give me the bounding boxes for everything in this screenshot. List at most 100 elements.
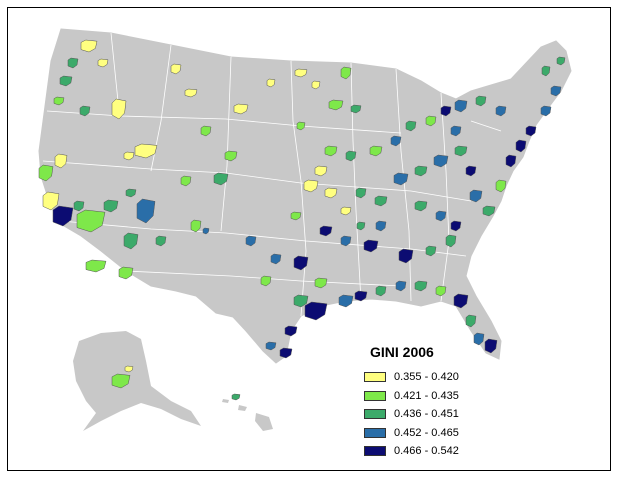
metro-area [180,175,192,187]
metro-area [395,280,407,292]
metro-area [454,145,468,157]
state-borders [42,32,502,317]
metro-area [73,200,85,212]
metro-area [59,75,73,87]
metro-area [38,164,54,182]
legend-title: GINI 2006 [370,344,434,360]
metro-area [134,143,158,159]
metro-area [260,275,272,287]
metro-area [465,314,477,328]
metro-area [79,105,91,117]
metro-area [103,199,119,213]
metro-area [266,78,276,88]
metro-area [350,104,362,114]
metro-area [328,99,344,111]
metro-area [190,219,202,233]
map-legend: GINI 2006 0.355 - 0.420 0.421 - 0.435 0.… [364,344,514,463]
metro-area [390,135,402,147]
legend-label: 0.452 - 0.465 [394,426,459,439]
metro-area [433,154,449,168]
alaska-landmass [73,331,201,431]
metro-area [324,187,338,199]
metro-area [425,245,437,257]
metro-area [54,153,68,169]
metro-area [450,220,462,232]
metro-area [290,211,302,221]
metro-area [233,103,249,115]
metro-area [123,232,139,250]
legend-swatch [364,390,386,401]
metro-area [505,154,517,168]
metro-area [304,301,328,321]
metro-area [354,290,368,302]
metro-area [550,85,562,97]
metro-area [200,125,212,137]
legend-swatch [364,446,386,456]
metro-area [393,172,409,186]
metro-area [85,259,107,273]
metro-area [515,139,527,153]
legend-swatch [364,427,386,438]
metro-area [556,56,566,66]
metro-area [67,57,79,69]
metro-area [123,151,135,161]
metro-area [369,145,383,157]
metro-area [469,189,483,203]
metro-area [345,150,357,162]
map-frame: GINI 2006 0.355 - 0.420 0.421 - 0.435 0.… [7,7,611,471]
metro-area [340,66,352,80]
metro-area [435,210,447,222]
metro-area [340,206,352,216]
metro-area [279,347,293,359]
metro-area [340,235,352,247]
metro-area [338,294,354,308]
metro-area [155,235,167,247]
legend-row: 0.436 - 0.451 [364,407,514,421]
legend-row: 0.355 - 0.420 [364,370,514,384]
metro-area [97,58,109,68]
metro-area [80,39,98,53]
metro-area [224,150,238,162]
metro-area [541,65,551,77]
metro-area [293,255,309,271]
metro-area [398,248,414,264]
us-gini-map [38,28,572,431]
metro-areas [38,39,566,401]
metro-area [425,115,437,127]
metro-area [405,120,417,132]
metro-area [76,209,106,233]
metro-area [52,205,74,227]
metro-area [294,68,308,78]
metro-area [414,200,428,212]
metro-area [440,105,452,117]
metro-area [374,195,388,207]
metro-area [435,285,447,297]
metro-area [202,227,210,235]
metro-area [482,205,496,217]
metro-area [184,88,198,98]
metro-area [324,145,338,157]
metro-area [484,338,498,354]
metro-area [245,235,257,247]
hawaii-island [222,399,229,403]
metro-area [293,294,309,308]
legend-label: 0.355 - 0.420 [394,371,459,383]
metro-area [136,198,156,224]
metro-area [111,98,127,120]
metro-area [414,165,428,177]
metro-area [284,325,298,337]
metro-area [355,187,367,199]
metro-area [314,165,328,177]
metro-area [118,266,134,280]
legend-label: 0.436 - 0.451 [394,408,459,420]
metro-area [170,63,182,75]
metro-area [414,280,428,292]
metro-area [525,125,537,137]
legend-swatch [364,409,386,419]
legend-row: 0.421 - 0.435 [364,389,514,403]
metro-area [454,99,468,113]
legend-row: 0.452 - 0.465 [364,426,514,440]
legend-label: 0.466 - 0.542 [394,445,459,457]
metro-area [124,365,134,373]
legend-row: 0.466 - 0.542 [364,444,514,458]
